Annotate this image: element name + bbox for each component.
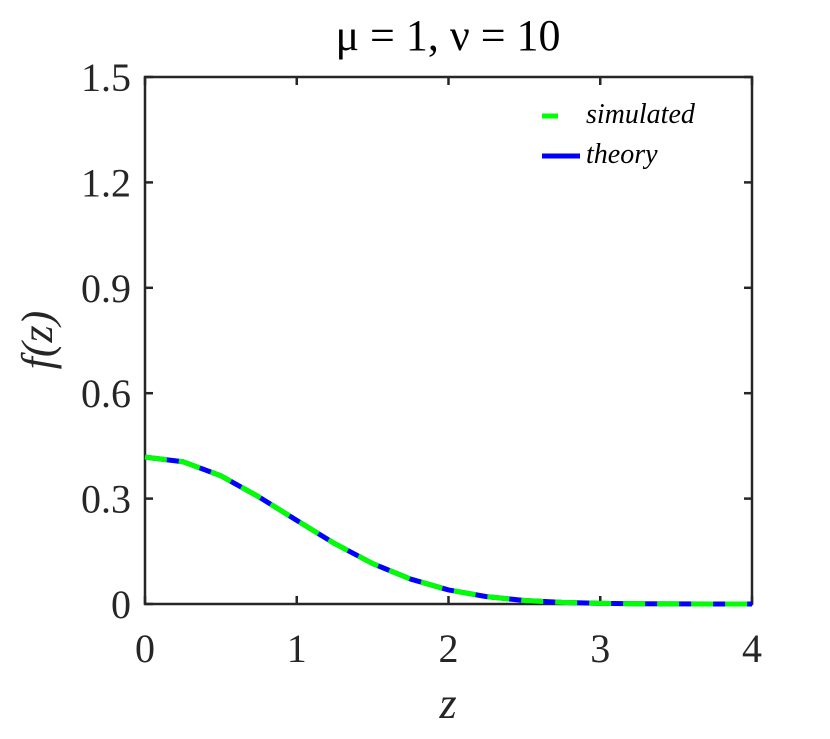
plot-area xyxy=(143,75,754,606)
y-tick-label: 0.6 xyxy=(81,371,131,416)
x-tick-label: 1 xyxy=(287,626,307,671)
x-tick-label: 3 xyxy=(590,626,610,671)
x-tick-label: 0 xyxy=(135,626,155,671)
x-tick-label: 4 xyxy=(742,626,762,671)
chart-title: μ = 1, ν = 10 xyxy=(335,11,560,60)
y-tick-label: 0.9 xyxy=(81,266,131,311)
legend-label-simulated: simulated xyxy=(586,99,696,130)
y-tick-label: 1.5 xyxy=(81,55,131,100)
x-tick-label: 2 xyxy=(439,626,459,671)
legend: simulated theory xyxy=(542,99,696,170)
y-tick-label: 1.2 xyxy=(81,160,131,205)
tick-labels: 0 1 2 3 4 0 0.3 0.6 0.9 1.2 1.5 xyxy=(81,55,762,671)
axes-box xyxy=(143,75,754,606)
y-tick-label: 0.3 xyxy=(81,477,131,522)
legend-label-theory: theory xyxy=(586,139,658,170)
y-tick-label: 0 xyxy=(111,582,131,627)
x-axis-label: z xyxy=(438,679,456,728)
y-axis-label: f(z) xyxy=(13,311,62,370)
series-layer xyxy=(144,454,753,607)
series-line-simulated xyxy=(144,454,753,607)
